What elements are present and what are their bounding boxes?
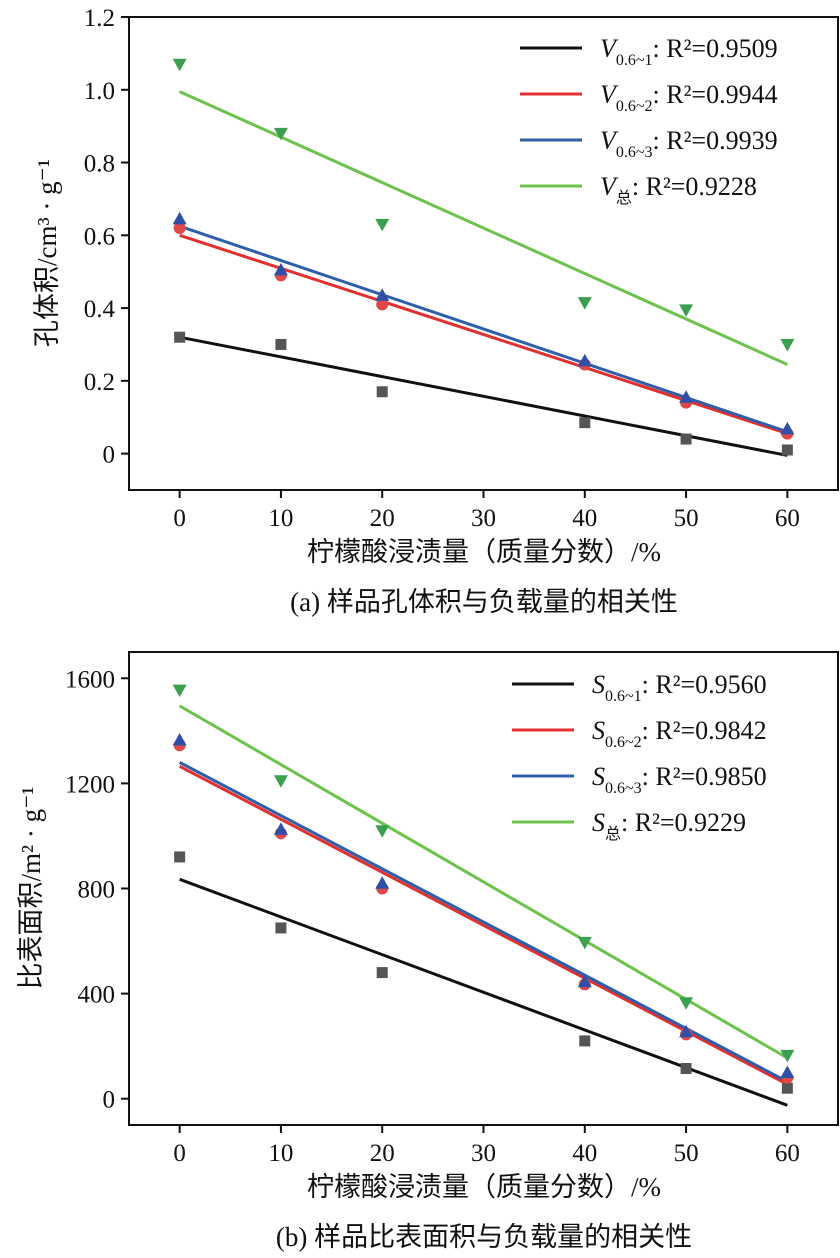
fit-line-V0.6~3 bbox=[179, 224, 788, 434]
legend-entry-S0.6~1: S0.6~1: R²=0.9560 bbox=[592, 670, 767, 705]
data-point-S总 bbox=[273, 775, 288, 788]
x-tick-label: 10 bbox=[268, 1140, 293, 1167]
x-tick-label: 50 bbox=[674, 1140, 699, 1167]
data-point-S总 bbox=[679, 997, 694, 1010]
x-tick-label: 30 bbox=[471, 1140, 496, 1167]
legend-entry-S总: S总: R²=0.9229 bbox=[592, 808, 746, 843]
data-point-S0.6~3 bbox=[273, 822, 288, 835]
data-point-V总 bbox=[273, 127, 288, 141]
data-point-S总 bbox=[172, 684, 187, 698]
data-point-V0.6~1 bbox=[275, 338, 287, 350]
legend-entry-V0.6~3: V0.6~3: R²=0.9939 bbox=[600, 126, 778, 161]
legend-entry-S0.6~3: S0.6~3: R²=0.9850 bbox=[592, 762, 767, 797]
data-point-V0.6~2 bbox=[376, 298, 389, 311]
data-point-S0.6~1 bbox=[781, 1082, 793, 1094]
y-tick-label: 0.2 bbox=[84, 369, 115, 396]
x-tick-label: 10 bbox=[268, 505, 293, 532]
x-tick-label: 0 bbox=[173, 1140, 186, 1167]
data-point-V0.6~1 bbox=[680, 433, 692, 445]
y-axis-label-b: 比表面积/m² · g⁻¹ bbox=[16, 787, 46, 990]
data-point-S总 bbox=[375, 825, 390, 838]
data-point-V0.6~3 bbox=[172, 211, 187, 225]
y-tick-label: 0.4 bbox=[84, 296, 116, 323]
caption-b: (b) 样品比表面积与负载量的相关性 bbox=[276, 1222, 692, 1252]
legend-entry-V0.6~1: V0.6~1: R²=0.9509 bbox=[600, 34, 778, 69]
x-tick-label: 30 bbox=[471, 505, 496, 532]
y-tick-label: 1200 bbox=[65, 771, 115, 798]
legend-b: S0.6~1: R²=0.9560 S0.6~2: R²=0.9842 S0.6~3… bbox=[512, 670, 767, 843]
data-point-S总 bbox=[577, 936, 592, 950]
x-axis-label-b: 柠檬酸浸渍量（质量分数）/% bbox=[307, 1172, 661, 1202]
data-point-S0.6~1 bbox=[174, 851, 186, 863]
x-tick-label: 40 bbox=[572, 505, 597, 532]
fit-line-V0.6~2 bbox=[179, 233, 788, 436]
x-tick-label: 60 bbox=[775, 1140, 800, 1167]
data-point-V0.6~3 bbox=[273, 262, 288, 276]
y-tick-label: 0.6 bbox=[84, 223, 115, 250]
data-point-V0.6~3 bbox=[577, 353, 592, 367]
data-point-S总 bbox=[780, 1049, 795, 1063]
data-point-V0.6~3 bbox=[375, 288, 390, 301]
x-tick-label: 20 bbox=[370, 505, 395, 532]
y-tick-label: 400 bbox=[78, 982, 116, 1009]
legend-entry-V总: V总: R²=0.9228 bbox=[600, 172, 757, 207]
data-point-V0.6~1 bbox=[781, 444, 793, 456]
data-point-S0.6~3 bbox=[780, 1065, 795, 1078]
data-point-S0.6~1 bbox=[680, 1063, 692, 1075]
data-point-S0.6~1 bbox=[376, 967, 388, 979]
data-point-V总 bbox=[780, 338, 795, 352]
x-tick-label: 20 bbox=[370, 1140, 395, 1167]
data-point-V总 bbox=[679, 304, 694, 317]
caption-a: (a) 样品孔体积与负载量的相关性 bbox=[290, 587, 678, 617]
x-tick-label: 40 bbox=[572, 1140, 597, 1167]
data-point-V0.6~3 bbox=[679, 390, 694, 403]
y-tick-label: 0.8 bbox=[84, 151, 115, 178]
data-point-S0.6~3 bbox=[577, 974, 592, 988]
fit-line-S0.6~1 bbox=[179, 877, 788, 1107]
panel-b: 0 10 20 30 40 50 60 0 400 800 1200 1600 S0.6~1: R²=… bbox=[16, 651, 839, 1252]
data-point-V0.6~2 bbox=[173, 222, 186, 235]
data-point-V总 bbox=[172, 58, 187, 72]
data-point-V0.6~3 bbox=[780, 421, 795, 435]
x-tick-label: 60 bbox=[775, 505, 800, 532]
data-point-V0.6~1 bbox=[579, 417, 591, 429]
y-tick-label: 1.0 bbox=[84, 78, 115, 105]
x-axis-label-a: 柠檬酸浸渍量（质量分数）/% bbox=[307, 537, 661, 567]
y-tick-label: 0 bbox=[103, 1087, 116, 1114]
x-tick-label: 0 bbox=[173, 505, 186, 532]
y-tick-label: 1600 bbox=[65, 666, 115, 693]
y-axis-label-a: 孔体积/cm³ · g⁻¹ bbox=[32, 159, 62, 347]
y-tick-label: 800 bbox=[78, 877, 116, 904]
data-point-S0.6~3 bbox=[375, 876, 390, 889]
fit-line-S总 bbox=[178, 704, 789, 1060]
fit-line-V0.6~1 bbox=[179, 335, 788, 457]
data-point-V总 bbox=[577, 297, 592, 310]
legend-entry-S0.6~2: S0.6~2: R²=0.9842 bbox=[592, 716, 767, 751]
panel-a: 0 10 20 30 40 50 60 0 0.2 0.4 0.6 0.8 1.0 1.2 V0.6~1:… bbox=[32, 5, 839, 617]
y-tick-label: 1.2 bbox=[84, 5, 115, 32]
data-point-S0.6~1 bbox=[579, 1035, 591, 1047]
y-tick-label: 0 bbox=[103, 442, 116, 469]
data-point-V0.6~1 bbox=[376, 386, 388, 398]
data-point-S0.6~3 bbox=[172, 733, 187, 746]
data-point-V总 bbox=[375, 218, 390, 232]
x-tick-label: 50 bbox=[674, 505, 699, 532]
legend-a: V0.6~1: R²=0.9509 V0.6~2: R²=0.9944 V0.6~3… bbox=[520, 34, 778, 207]
data-point-S0.6~3 bbox=[679, 1024, 694, 1038]
data-point-S0.6~1 bbox=[275, 922, 287, 934]
data-point-V0.6~1 bbox=[174, 331, 186, 343]
legend-entry-V0.6~2: V0.6~2: R²=0.9944 bbox=[600, 80, 778, 115]
